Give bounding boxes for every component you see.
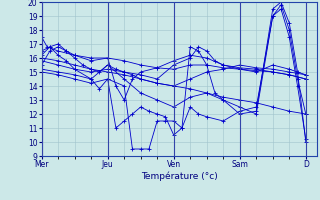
X-axis label: Température (°c): Température (°c) bbox=[141, 172, 218, 181]
